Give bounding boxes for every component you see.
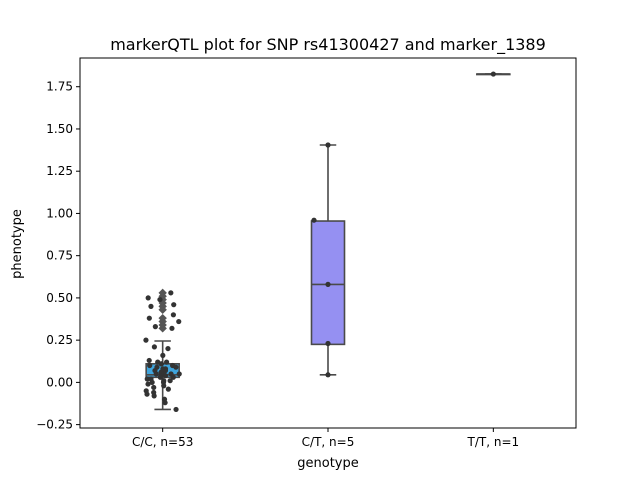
data-point: [158, 361, 165, 367]
y-tick-label: −0.25: [36, 418, 73, 432]
data-point: [490, 71, 496, 77]
data-point: [157, 374, 163, 380]
outlier-marker: [158, 305, 167, 314]
data-point: [163, 359, 170, 365]
data-point: [325, 372, 331, 378]
data-point: [145, 295, 151, 301]
x-tick-label: C/T, n=5: [302, 435, 355, 449]
y-tick-label: 0.75: [46, 249, 73, 263]
data-point: [153, 371, 159, 377]
data-point: [167, 378, 173, 384]
x-axis-label: genotype: [297, 456, 358, 471]
data-point: [173, 364, 179, 370]
data-point: [325, 281, 331, 287]
data-point: [160, 352, 166, 358]
data-point: [143, 337, 149, 343]
data-point: [173, 406, 179, 413]
data-point: [144, 391, 150, 397]
data-point: [325, 142, 331, 148]
plot-area: −0.25 0.00 0.25 0.50 0.75 1.00 1.25 1.50 1.75 C/C…: [36, 57, 577, 449]
data-point: [151, 393, 157, 399]
data-point: [165, 386, 171, 392]
data-point: [151, 344, 157, 350]
data-point: [161, 383, 167, 389]
data-point: [168, 290, 174, 296]
data-point: [152, 324, 158, 330]
data-point: [311, 217, 317, 223]
x-tick-label: C/C, n=53: [132, 435, 193, 449]
data-point: [147, 362, 153, 369]
y-tick-label: 0.00: [46, 375, 73, 389]
data-point: [144, 376, 150, 382]
data-point: [162, 400, 168, 406]
data-point: [162, 373, 169, 379]
data-point: [165, 345, 171, 352]
data-point: [171, 302, 177, 308]
y-tick-label: 1.25: [46, 164, 73, 178]
data-point: [146, 315, 152, 321]
data-point: [157, 296, 163, 303]
data-point: [151, 384, 157, 391]
data-point: [176, 371, 182, 377]
data-point: [148, 303, 154, 309]
x-tick-label: T/T, n=1: [467, 435, 520, 449]
data-point: [169, 325, 175, 331]
data-point: [170, 374, 176, 380]
y-tick-label: 1.75: [46, 80, 73, 94]
chart-title: markerQTL plot for SNP rs41300427 and ma…: [110, 35, 546, 55]
data-point: [146, 357, 152, 364]
y-axis-label: phenotype: [10, 209, 25, 279]
y-tick-label: 1.50: [46, 122, 73, 136]
outlier-marker: [158, 324, 167, 333]
y-tick-label: 0.25: [46, 333, 73, 347]
data-point: [170, 312, 177, 318]
data-point: [145, 381, 151, 387]
y-tick-label: 1.00: [46, 206, 73, 220]
y-tick-label: 0.50: [46, 291, 73, 305]
data-point: [176, 318, 182, 325]
data-point: [325, 340, 331, 347]
data-point: [149, 379, 155, 385]
